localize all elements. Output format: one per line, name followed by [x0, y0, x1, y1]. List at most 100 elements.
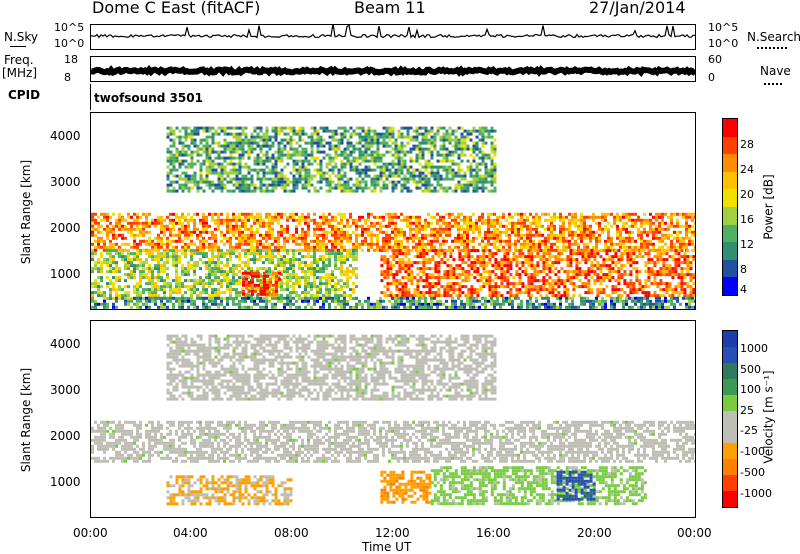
heatmap-cell [367, 144, 371, 148]
heatmap-cell [205, 239, 208, 243]
heatmap-cell [343, 126, 347, 130]
heatmap-cell [298, 279, 301, 283]
heatmap-cell [349, 236, 352, 240]
heatmap-cell [425, 252, 429, 256]
heatmap-cell [694, 221, 695, 225]
heatmap-cell [103, 248, 106, 252]
heatmap-cell [274, 168, 278, 172]
heatmap-cell [217, 218, 220, 222]
heatmap-cell [476, 279, 480, 283]
heatmap-cell [313, 132, 317, 136]
heatmap-cell [220, 189, 224, 193]
heatmap-cell [635, 261, 639, 265]
heatmap-cell [391, 189, 395, 193]
heatmap-cell [274, 186, 278, 190]
heatmap-cell [386, 261, 390, 265]
heatmap-cell [241, 288, 244, 292]
heatmap-cell [145, 215, 148, 219]
heatmap-cell [130, 273, 133, 277]
heatmap-cell [604, 245, 607, 249]
heatmap-cell [181, 285, 184, 289]
heatmap-cell [343, 215, 346, 219]
heatmap-cell [454, 245, 457, 249]
heatmap-cell [358, 218, 361, 222]
heatmap-cell [631, 239, 634, 243]
heatmap-cell [550, 230, 553, 234]
heatmap-cell [428, 285, 432, 289]
heatmap-cell [292, 233, 295, 237]
heatmap-cell [398, 267, 402, 271]
heatmap-cell [683, 294, 687, 298]
heatmap-cell [562, 224, 565, 228]
heatmap-cell [352, 230, 355, 234]
heatmap-cell [154, 236, 157, 240]
heatmap-cell [238, 180, 242, 184]
heatmap-cell [242, 292, 245, 296]
heatmap-cell [193, 242, 196, 246]
heatmap-cell [274, 245, 277, 249]
heatmap-cell [253, 218, 256, 222]
heatmap-cell [481, 245, 484, 249]
heatmap-cell [532, 233, 535, 237]
heatmap-cell [421, 236, 424, 240]
heatmap-cell [355, 177, 359, 181]
heatmap-cell [172, 218, 175, 222]
heatmap-cell [274, 135, 278, 139]
heatmap-cell [373, 221, 376, 225]
heatmap-cell [319, 126, 323, 130]
heatmap-cell [235, 273, 238, 277]
heatmap-cell [157, 233, 160, 237]
heatmap-cell [536, 285, 540, 289]
heatmap-cell [403, 144, 407, 148]
heatmap-cell [274, 249, 277, 253]
heatmap-cell [226, 162, 230, 166]
heatmap-cell [181, 159, 185, 163]
heatmap-cell [145, 230, 148, 234]
heatmap-cell [301, 174, 305, 178]
heatmap-cell [629, 264, 633, 268]
heatmap-cell [304, 165, 308, 169]
heatmap-cell [142, 249, 145, 253]
heatmap-cell [151, 258, 154, 262]
heatmap-cell [265, 153, 269, 157]
heatmap-cell [454, 239, 457, 243]
heatmap-cell [340, 255, 343, 259]
heatmap-cell [268, 168, 272, 172]
heatmap-cell [280, 147, 284, 151]
heatmap-cell [208, 156, 212, 160]
heatmap-cell [403, 162, 407, 166]
heatmap-cell [643, 230, 646, 234]
heatmap-cell [388, 126, 392, 130]
heatmap-cell [656, 258, 660, 262]
heatmap-cell [133, 276, 136, 280]
heatmap-cell [619, 215, 622, 219]
heatmap-cell [361, 224, 364, 228]
heatmap-cell [458, 249, 462, 253]
heatmap-cell [238, 252, 241, 256]
heatmap-cell [490, 218, 493, 222]
heatmap-cell [464, 255, 468, 259]
heatmap-cell [376, 153, 380, 157]
heatmap-cell [193, 282, 196, 286]
heatmap-cell [664, 221, 667, 225]
heatmap-cell [533, 288, 537, 292]
heatmap-cell [272, 292, 275, 296]
heatmap-cell [614, 255, 618, 259]
heatmap-cell [286, 273, 289, 277]
heatmap-cell [205, 180, 209, 184]
heatmap-cell [643, 227, 646, 231]
heatmap-cell [268, 138, 272, 142]
heatmap-cell [139, 264, 142, 268]
heatmap-cell [482, 267, 486, 271]
heatmap-cell [262, 218, 265, 222]
heatmap-cell [169, 168, 173, 172]
heatmap-cell [431, 294, 435, 298]
heatmap-cell [214, 273, 217, 277]
heatmap-cell [184, 132, 188, 136]
heatmap-cell [247, 227, 250, 231]
heatmap-cell [608, 270, 612, 274]
heatmap-cell [229, 239, 232, 243]
heatmap-cell [322, 297, 325, 301]
heatmap-cell [425, 261, 429, 265]
heatmap-cell [148, 294, 151, 298]
